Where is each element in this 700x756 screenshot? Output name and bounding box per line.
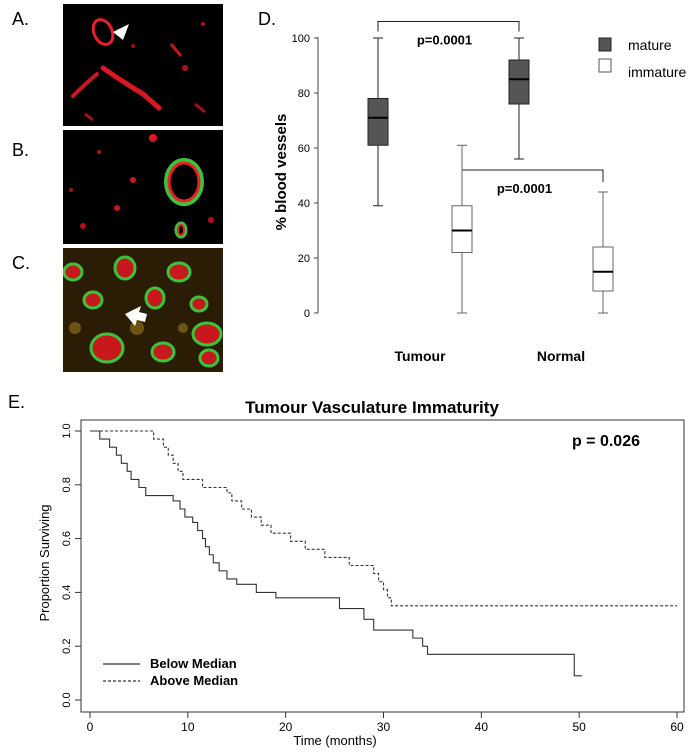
legend-swatch-immature [598, 58, 612, 73]
chart-e-legend: Below Median Above Median [103, 656, 238, 688]
micrograph-c-image [63, 248, 223, 372]
legend-label-above: Above Median [150, 673, 238, 688]
chart-e-ytick-label: 0.0 [61, 692, 73, 707]
survival-line-below-median [90, 430, 583, 677]
chart-e-xtick-label: 20 [279, 720, 293, 734]
chart-d-boxes [367, 37, 614, 314]
box-iqr [592, 246, 614, 292]
chart-d-ytick-label: 80 [298, 88, 310, 100]
chart-e-pvalue: p = 0.026 [572, 433, 640, 450]
panel-letter-b: B. [12, 140, 30, 160]
micrograph-c [63, 248, 223, 372]
chart-e-ytick-label: 1.0 [61, 423, 73, 438]
chart-e-axes: 0 10 20 30 40 50 60 0.0 0.2 0.4 0.6 0.8 1.0 [61, 423, 684, 734]
significance-label: p=0.0001 [497, 181, 552, 196]
chart-d-ytick-label: 20 [298, 253, 310, 265]
survival-line-above-median [90, 430, 677, 607]
chart-d-category-normal: Normal [537, 348, 585, 364]
chart-e-ytick-label: 0.2 [61, 639, 73, 654]
panel-letter-e: E. [8, 392, 26, 412]
box-iqr [508, 59, 530, 105]
micrograph-a-image [71, 18, 206, 122]
box-immature-tumour [451, 144, 473, 314]
chart-d-annotations: p=0.0001 p=0.0001 [377, 21, 604, 196]
box-mature-normal [508, 37, 530, 160]
chart-e-ylabel: Proportion Surviving [37, 504, 52, 621]
micrograph-b [63, 130, 223, 244]
chart-e-lines [90, 430, 677, 677]
chart-e-ytick-label: 0.6 [61, 531, 73, 546]
chart-e-xtick-label: 10 [181, 720, 195, 734]
significance-bracket [377, 21, 520, 32]
chart-d-yticks: 0 20 40 60 80 100 [292, 33, 318, 320]
chart-d-legend: mature immature [598, 37, 687, 80]
arrow-icon [125, 306, 147, 326]
chart-d-ytick-label: 60 [298, 143, 310, 155]
chart-e-xlabel: Time (months) [293, 733, 376, 748]
box-immature-normal [592, 191, 614, 314]
chart-e-xtick-label: 60 [670, 720, 684, 734]
panel-letter-d: D. [258, 9, 276, 29]
chart-e-ytick-label: 0.8 [61, 477, 73, 492]
legend-label-mature: mature [628, 37, 672, 53]
chart-e-plot-frame [80, 419, 685, 713]
chart-d-ytick-label: 100 [292, 33, 310, 45]
chart-e-xtick-label: 0 [87, 720, 94, 734]
panel-letter-a: A. [12, 9, 30, 29]
arrowhead-icon [113, 24, 129, 40]
significance-label: p=0.0001 [417, 33, 472, 48]
micrograph-a [63, 4, 223, 126]
panel-letter-c: C. [12, 253, 30, 273]
legend-swatch-mature [598, 37, 612, 52]
micrograph-b-image [69, 134, 214, 239]
chart-e-xtick-label: 30 [377, 720, 391, 734]
chart-d-ytick-label: 40 [298, 198, 310, 210]
chart-d-ytick-label: 0 [304, 308, 310, 320]
box-iqr [367, 98, 389, 146]
chart-e-xtick-label: 50 [572, 720, 586, 734]
chart-d-ylabel: % blood vessels [273, 114, 290, 231]
box-mature-tumour [367, 37, 389, 207]
box-iqr [451, 205, 473, 253]
chart-e-xtick-label: 40 [475, 720, 489, 734]
chart-e-title: Tumour Vasculature Immaturity [245, 398, 499, 417]
legend-label-below: Below Median [150, 656, 237, 671]
legend-label-immature: immature [628, 64, 687, 80]
chart-d-category-tumour: Tumour [394, 348, 446, 364]
chart-e-ytick-label: 0.4 [61, 585, 73, 600]
